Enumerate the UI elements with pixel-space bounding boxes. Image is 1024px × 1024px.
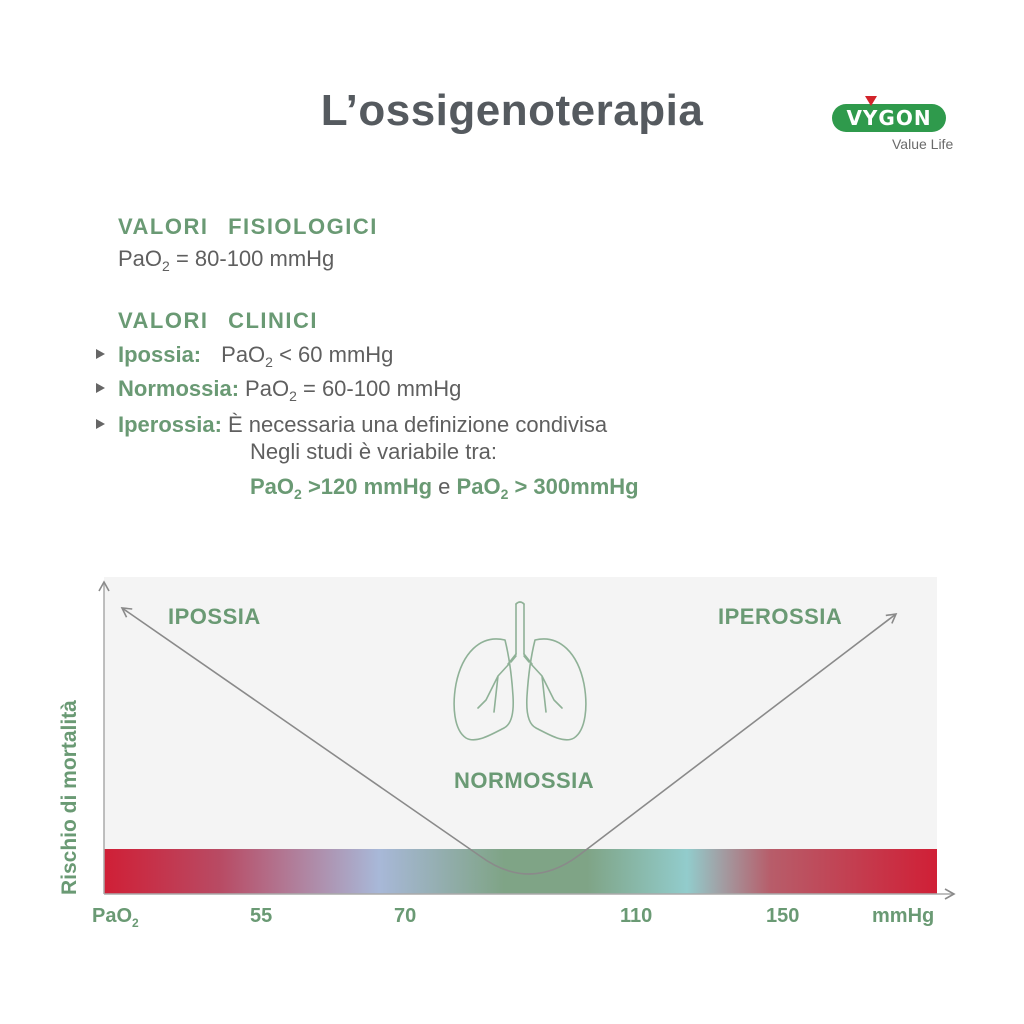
zone-label-ipossia: IPOSSIA: [168, 604, 261, 629]
physiological-heading: VALORI FISIOLOGICI: [118, 214, 378, 239]
y-axis-label: Rischio di mortalità: [58, 700, 81, 895]
logo-mark-icon: [865, 96, 877, 106]
x-tick-label: 55: [250, 905, 273, 927]
x-tick-label: 70: [394, 905, 417, 927]
x-axis-first-label: PaO2: [92, 905, 139, 930]
zone-label-iperossia: IPEROSSIA: [718, 604, 843, 629]
iperossia-arrow: [577, 613, 898, 857]
lungs-icon: [453, 601, 587, 741]
ipossia-arrow: [120, 607, 481, 857]
bullet-icon: [96, 419, 105, 429]
pao2-gradient-bar: [104, 849, 937, 894]
iperossia-note: Negli studi è variabile tra:: [250, 439, 498, 464]
x-tick-label: 150: [766, 905, 800, 927]
clinical-item-normossia: Normossia: PaO2 = 60-100 mmHg: [118, 376, 462, 404]
physiological-value: PaO2 = 80-100 mmHg: [118, 246, 335, 274]
bullet-icon: [96, 349, 105, 359]
zone-label-normossia: NORMOSSIA: [454, 768, 595, 793]
vygon-logo: VYGON Value Life: [832, 96, 962, 156]
logo-brand: VYGON: [832, 104, 946, 132]
logo-tagline: Value Life: [892, 136, 954, 152]
clinical-item-iperossia: Iperossia: È necessaria una definizione c…: [118, 412, 608, 437]
clinical-item-ipossia: Ipossia: PaO2 < 60 mmHg: [118, 342, 394, 370]
iperossia-range: PaO2 >120 mmHg e PaO2 > 300mmHg: [250, 474, 639, 502]
page-title: L’ossigenoterapia: [320, 86, 704, 135]
bullet-icon: [96, 383, 105, 393]
x-axis-unit: mmHg: [872, 905, 935, 927]
normossia-curve: [479, 855, 579, 875]
x-tick-label: 110: [620, 905, 653, 927]
diagram-background: [104, 577, 937, 849]
clinical-heading: VALORI CLINICI: [118, 308, 319, 333]
